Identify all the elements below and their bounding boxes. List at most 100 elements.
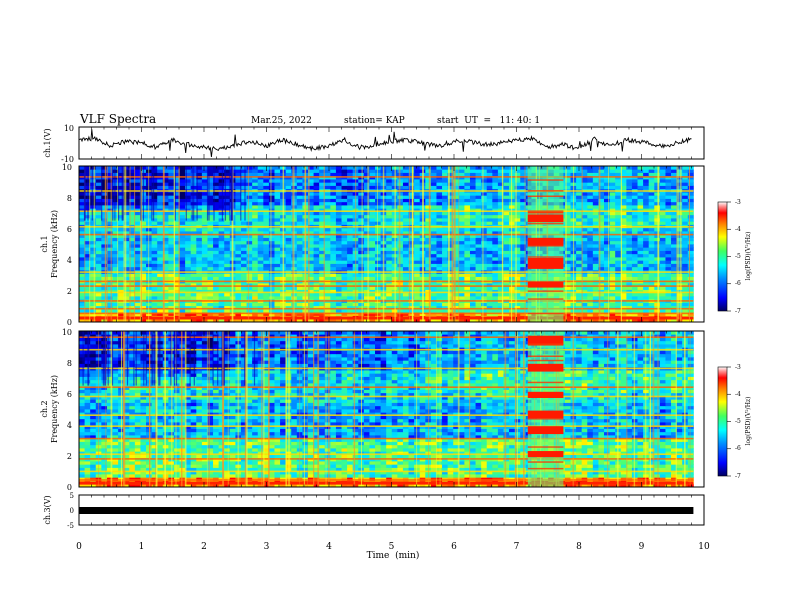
spectrogram-cell bbox=[581, 237, 588, 242]
spectrogram-cell bbox=[213, 201, 220, 206]
spectrogram-cell bbox=[185, 318, 192, 323]
spectrogram-cell bbox=[213, 318, 220, 323]
spectrogram-cell bbox=[671, 198, 678, 203]
spectrogram-cell bbox=[458, 286, 465, 290]
spectrogram-cell bbox=[425, 250, 432, 255]
spectrogram-cell bbox=[631, 289, 638, 294]
spectrogram-cell bbox=[112, 237, 119, 242]
spectrogram-cell bbox=[447, 208, 454, 212]
spectrogram-cell bbox=[168, 185, 175, 190]
spectrogram-cell bbox=[246, 237, 253, 242]
spectrogram-cell bbox=[218, 234, 225, 238]
spectrogram-cell bbox=[296, 286, 303, 290]
spectrogram-cell bbox=[637, 240, 644, 245]
spectrogram-cell bbox=[324, 218, 331, 222]
spectrogram-cell bbox=[425, 289, 432, 294]
spectrogram-cell bbox=[207, 266, 214, 271]
spectrogram-cell bbox=[436, 292, 443, 297]
spectrogram-cell bbox=[129, 211, 136, 216]
spectrogram-cell bbox=[665, 260, 672, 264]
spectrogram-cell bbox=[598, 240, 605, 245]
spectrogram-cell bbox=[173, 214, 180, 219]
spectrogram-cell bbox=[118, 198, 125, 203]
spectrogram-cell bbox=[620, 234, 627, 238]
spectrogram-cell bbox=[592, 218, 599, 222]
spectrogram-cell bbox=[268, 309, 275, 313]
spectrogram-cell bbox=[157, 266, 164, 271]
spectrogram-cell bbox=[224, 240, 231, 245]
spectrogram-cell bbox=[324, 182, 331, 186]
spectrogram-cell bbox=[592, 179, 599, 183]
spectrogram-cell bbox=[207, 182, 214, 186]
spectrogram-cell bbox=[307, 179, 314, 183]
spectrogram-cell bbox=[291, 263, 298, 268]
spectrogram-cell bbox=[430, 185, 437, 190]
spectrogram-cell bbox=[430, 234, 437, 238]
spectrogram-cell bbox=[637, 247, 644, 251]
spectrogram-cell bbox=[106, 218, 113, 222]
spectrogram-cell bbox=[168, 250, 175, 255]
spectrogram-cell bbox=[604, 185, 610, 190]
spectrogram-cell bbox=[363, 309, 370, 313]
spectrogram-cell bbox=[268, 195, 275, 199]
spectrogram-cell bbox=[307, 198, 314, 203]
spectrogram-cell bbox=[246, 218, 253, 222]
spectrogram-cell bbox=[185, 234, 192, 238]
spectrogram-cell bbox=[481, 273, 488, 277]
spectrogram-cell bbox=[592, 309, 599, 313]
spectrogram-cell bbox=[643, 195, 650, 199]
spectrogram-cell bbox=[196, 201, 203, 206]
spectrogram-cell bbox=[497, 247, 504, 251]
spectrogram-cell bbox=[453, 221, 460, 225]
spectrogram-cell bbox=[347, 218, 354, 222]
spectrogram-cell bbox=[564, 240, 571, 245]
spectrogram-cell bbox=[598, 185, 605, 190]
spectrogram-cell bbox=[592, 253, 599, 258]
spectrogram-cell bbox=[598, 201, 605, 206]
spectrogram-cell bbox=[386, 201, 393, 206]
spectrogram-cell bbox=[252, 179, 259, 183]
spectrogram-cell bbox=[492, 250, 499, 255]
spectrogram-cell bbox=[201, 185, 208, 190]
spectrogram-cell bbox=[587, 244, 594, 248]
spectrogram-cell bbox=[106, 227, 113, 232]
spectrogram-cell bbox=[503, 286, 510, 290]
spectrogram-cell bbox=[576, 273, 583, 277]
spectrogram-cell bbox=[140, 289, 147, 294]
spectrogram-cell bbox=[185, 250, 192, 255]
spectrogram-cell bbox=[235, 195, 242, 199]
spectrogram-cell bbox=[671, 179, 678, 183]
spectrogram-cell bbox=[369, 289, 376, 294]
spectrogram-cell bbox=[185, 244, 192, 248]
spectrogram-cell bbox=[118, 318, 125, 323]
spectrogram-cell bbox=[375, 244, 382, 248]
spectrogram-cell bbox=[307, 286, 314, 290]
spectrogram-cell bbox=[213, 289, 220, 294]
spectrogram-cell bbox=[129, 227, 136, 232]
spectrogram-cell bbox=[162, 257, 169, 261]
spectrogram-cell bbox=[240, 289, 247, 294]
spectrogram-cell bbox=[453, 237, 460, 242]
spectrogram-cell bbox=[307, 201, 314, 206]
spectrogram-cell bbox=[224, 305, 231, 310]
spectrogram-cell bbox=[436, 250, 443, 255]
spectrogram-cell bbox=[274, 179, 281, 183]
spectrogram-cell bbox=[101, 253, 108, 258]
spectrogram-cell bbox=[173, 195, 180, 199]
spectrogram-cell bbox=[296, 234, 303, 238]
spectrogram-cell bbox=[101, 309, 108, 313]
spectrogram-cell bbox=[112, 201, 119, 206]
spectrogram-cell bbox=[268, 185, 275, 190]
spectrogram-cell bbox=[665, 283, 672, 287]
spectrogram-cell bbox=[213, 227, 220, 232]
spectrogram-cell bbox=[654, 289, 661, 294]
spectrogram-cell bbox=[369, 185, 376, 190]
spectrogram-cell bbox=[520, 234, 527, 238]
spectrogram-cell bbox=[469, 237, 476, 242]
spectrogram-cell bbox=[369, 260, 376, 264]
spectrogram-cell bbox=[112, 289, 119, 294]
spectrogram-cell bbox=[324, 292, 331, 297]
spectrogram-cell bbox=[637, 257, 644, 261]
spectrogram-cell bbox=[296, 247, 303, 251]
spectrogram-cell bbox=[386, 198, 393, 203]
